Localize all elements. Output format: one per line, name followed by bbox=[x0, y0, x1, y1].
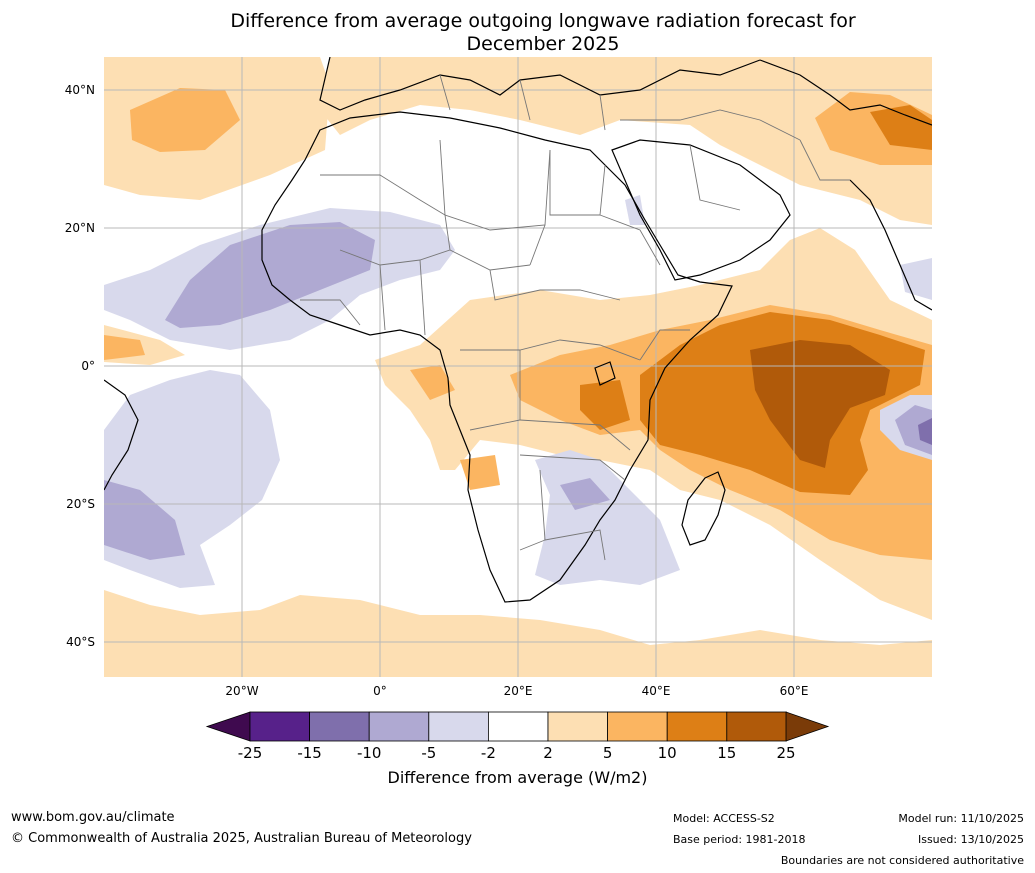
issued-date: Issued: 13/10/2025 bbox=[917, 833, 1024, 846]
anomaly-medium-purple bbox=[104, 222, 932, 560]
model-run-date: Model run: 11/10/2025 bbox=[898, 812, 1024, 825]
colorbar-extend-high bbox=[785, 711, 830, 742]
colorbar-segment bbox=[368, 711, 430, 742]
colorbar-segment bbox=[666, 711, 728, 742]
colorbar-tick: 5 bbox=[602, 744, 613, 762]
colorbar-tick: -15 bbox=[297, 744, 322, 762]
lon-label: 60°E bbox=[779, 684, 809, 698]
lon-label: 40°E bbox=[641, 684, 671, 698]
colorbar-segment bbox=[726, 711, 787, 742]
lat-label: 20°N bbox=[64, 221, 95, 235]
colorbar-tick: 10 bbox=[657, 744, 677, 762]
chart-title: Difference from average outgoing longwav… bbox=[0, 10, 1035, 56]
colorbar-tick: 15 bbox=[717, 744, 737, 762]
colorbar-tick: -5 bbox=[421, 744, 437, 762]
colorbar-segment bbox=[487, 711, 549, 742]
gridlines bbox=[104, 57, 932, 677]
copyright: © Commonwealth of Australia 2025, Austra… bbox=[11, 831, 472, 846]
colorbar-tick: -2 bbox=[480, 744, 496, 762]
title-line-1: Difference from average outgoing longwav… bbox=[230, 10, 856, 32]
title-line-2: December 2025 bbox=[466, 33, 620, 55]
lat-label: 40°N bbox=[64, 83, 95, 97]
colorbar-tick: -10 bbox=[356, 744, 382, 762]
colorbar-extend-low bbox=[205, 711, 251, 742]
boundaries-disclaimer: Boundaries are not considered authoritat… bbox=[780, 854, 1024, 867]
base-period: Base period: 1981-2018 bbox=[673, 833, 806, 846]
colorbar-tick: 2 bbox=[543, 744, 553, 762]
colorbar-title: Difference from average (W/m2) bbox=[387, 768, 648, 787]
colorbar-segment bbox=[428, 711, 489, 742]
colorbar-segment bbox=[547, 711, 608, 742]
lon-label: 20°E bbox=[503, 684, 533, 698]
website-link[interactable]: www.bom.gov.au/climate bbox=[11, 810, 175, 825]
model-name: Model: ACCESS-S2 bbox=[673, 812, 775, 825]
anomaly-deep-purple bbox=[918, 418, 932, 445]
colorbar-tick: -25 bbox=[237, 744, 263, 762]
country-borders bbox=[300, 74, 850, 561]
lat-label: 40°S bbox=[66, 635, 95, 649]
colorbar-segment bbox=[607, 711, 668, 742]
colorbar-segment bbox=[309, 711, 370, 742]
colorbar-segment bbox=[249, 711, 310, 742]
lat-label: 0° bbox=[81, 359, 95, 373]
anomaly-darkest-orange bbox=[750, 340, 890, 468]
lon-label: 0° bbox=[373, 684, 387, 698]
lon-label: 20°W bbox=[225, 684, 259, 698]
colorbar bbox=[205, 711, 830, 742]
colorbar-tick: 25 bbox=[776, 744, 796, 762]
lat-label: 20°S bbox=[66, 497, 95, 511]
